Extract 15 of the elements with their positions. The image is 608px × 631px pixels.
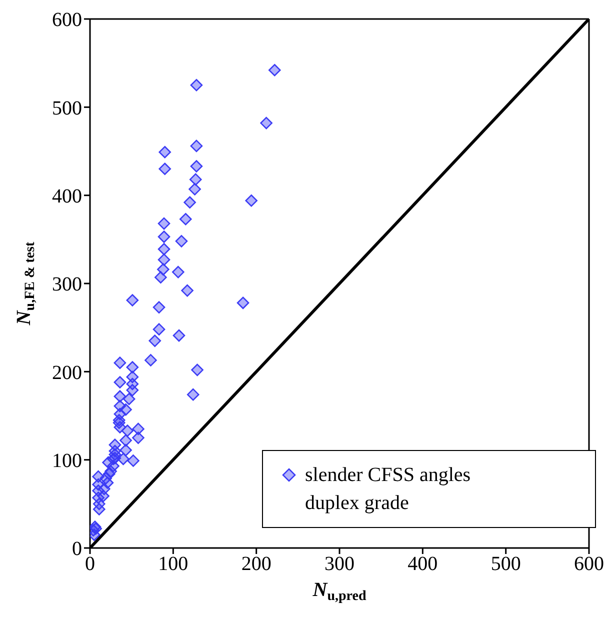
legend-label: slender CFSS angles duplex grade (305, 463, 472, 516)
y-tick-label: 500 (52, 97, 82, 120)
y-tick-label: 300 (52, 274, 82, 296)
x-tick-label: 100 (158, 553, 188, 576)
x-axis-title: N$_{u,pred}$ (312, 579, 366, 604)
y-tick-label: 600 (52, 9, 82, 32)
y-tick-label: 0 (72, 538, 82, 560)
x-tick-label: 300 (324, 553, 354, 576)
x-tick-label: 500 (490, 553, 521, 576)
y-tick-label: 200 (52, 362, 82, 384)
x-tick-label: 400 (408, 553, 438, 576)
y-tick-label: 400 (52, 185, 82, 208)
x-tick-label: 600 (574, 553, 604, 576)
x-tick-label: 200 (241, 553, 272, 576)
y-tick-label: 100 (52, 450, 82, 472)
